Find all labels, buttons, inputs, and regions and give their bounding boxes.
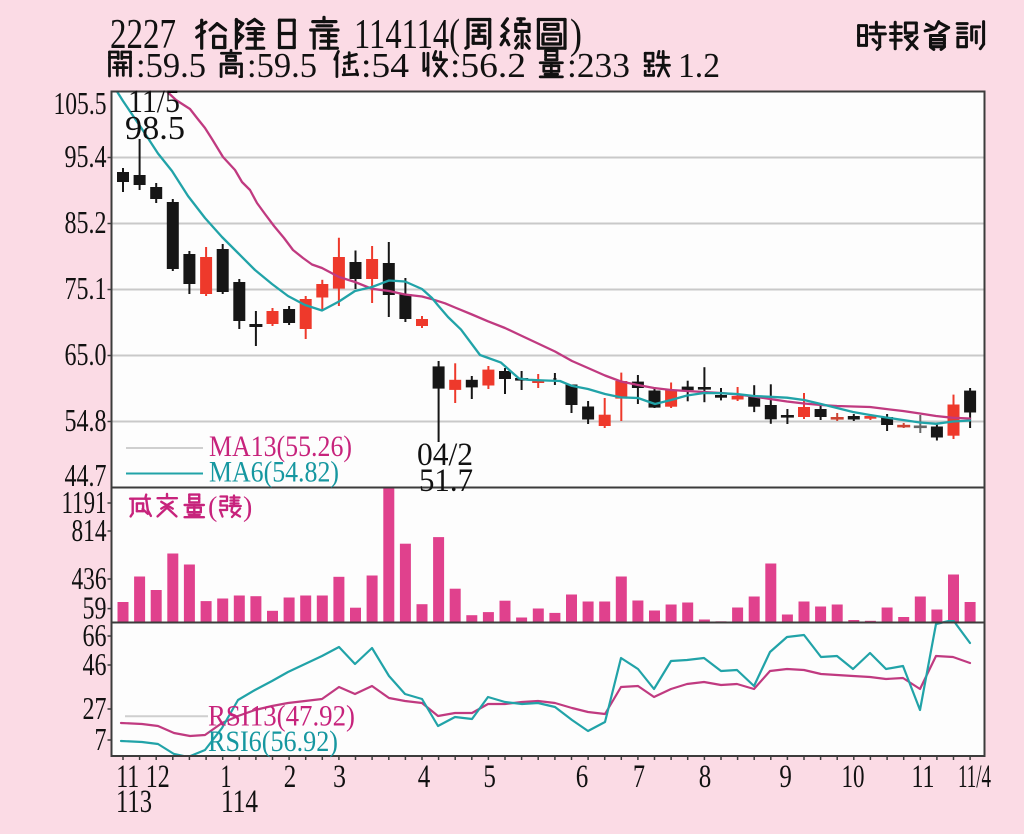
svg-text:7: 7 [95, 721, 107, 757]
svg-text:1191: 1191 [62, 484, 107, 520]
svg-text:MA13(55.26): MA13(55.26) [209, 430, 352, 463]
svg-text:98.5: 98.5 [125, 110, 185, 147]
svg-text:4: 4 [418, 759, 431, 795]
svg-text:66: 66 [83, 617, 107, 653]
svg-text:8: 8 [699, 759, 712, 795]
svg-text::59.5: :59.5 [247, 46, 317, 85]
svg-text:59: 59 [83, 590, 107, 626]
svg-text:95.4: 95.4 [65, 138, 107, 174]
svg-text:3: 3 [333, 759, 346, 795]
svg-text:11: 11 [912, 759, 935, 795]
svg-text:114: 114 [221, 784, 258, 820]
svg-text:814: 814 [72, 512, 107, 548]
svg-text:105.5: 105.5 [54, 85, 107, 121]
svg-text:51.7: 51.7 [419, 463, 473, 499]
svg-text:11/4: 11/4 [958, 759, 991, 795]
svg-text:RSI13(47.92): RSI13(47.92) [208, 700, 355, 733]
svg-text:11/5: 11/5 [128, 84, 180, 120]
svg-text::56.2: :56.2 [450, 46, 526, 85]
svg-text:): ) [570, 12, 582, 58]
svg-text:12: 12 [146, 759, 170, 795]
svg-text:44.7: 44.7 [65, 457, 107, 493]
svg-text:1: 1 [221, 759, 232, 795]
svg-text:10: 10 [842, 759, 865, 795]
svg-text:5: 5 [483, 759, 496, 795]
svg-text:113: 113 [116, 784, 152, 820]
svg-text:85.2: 85.2 [65, 204, 107, 240]
svg-text::233: :233 [567, 46, 630, 85]
svg-text:): ) [243, 492, 252, 523]
svg-text:2227: 2227 [110, 12, 176, 58]
svg-text:436: 436 [72, 560, 107, 596]
svg-text:6: 6 [576, 759, 589, 795]
svg-text:(: ( [208, 492, 217, 523]
svg-text:1.2: 1.2 [678, 46, 720, 85]
svg-text::59.5: :59.5 [136, 46, 206, 85]
svg-text::54: :54 [361, 46, 409, 85]
svg-text:65.0: 65.0 [65, 336, 107, 372]
svg-text:54.8: 54.8 [65, 402, 107, 438]
svg-text:75.1: 75.1 [65, 270, 107, 306]
svg-text:2: 2 [284, 759, 297, 795]
svg-text:9: 9 [779, 759, 792, 795]
svg-text:46: 46 [83, 646, 107, 682]
svg-text:114114(: 114114( [354, 12, 460, 58]
svg-text:MA6(54.82): MA6(54.82) [209, 456, 339, 489]
svg-text:7: 7 [633, 759, 645, 795]
svg-text:04/2: 04/2 [417, 437, 473, 473]
svg-text:RSI6(56.92): RSI6(56.92) [208, 725, 338, 758]
svg-text:27: 27 [83, 690, 107, 726]
svg-text:11: 11 [116, 759, 139, 795]
